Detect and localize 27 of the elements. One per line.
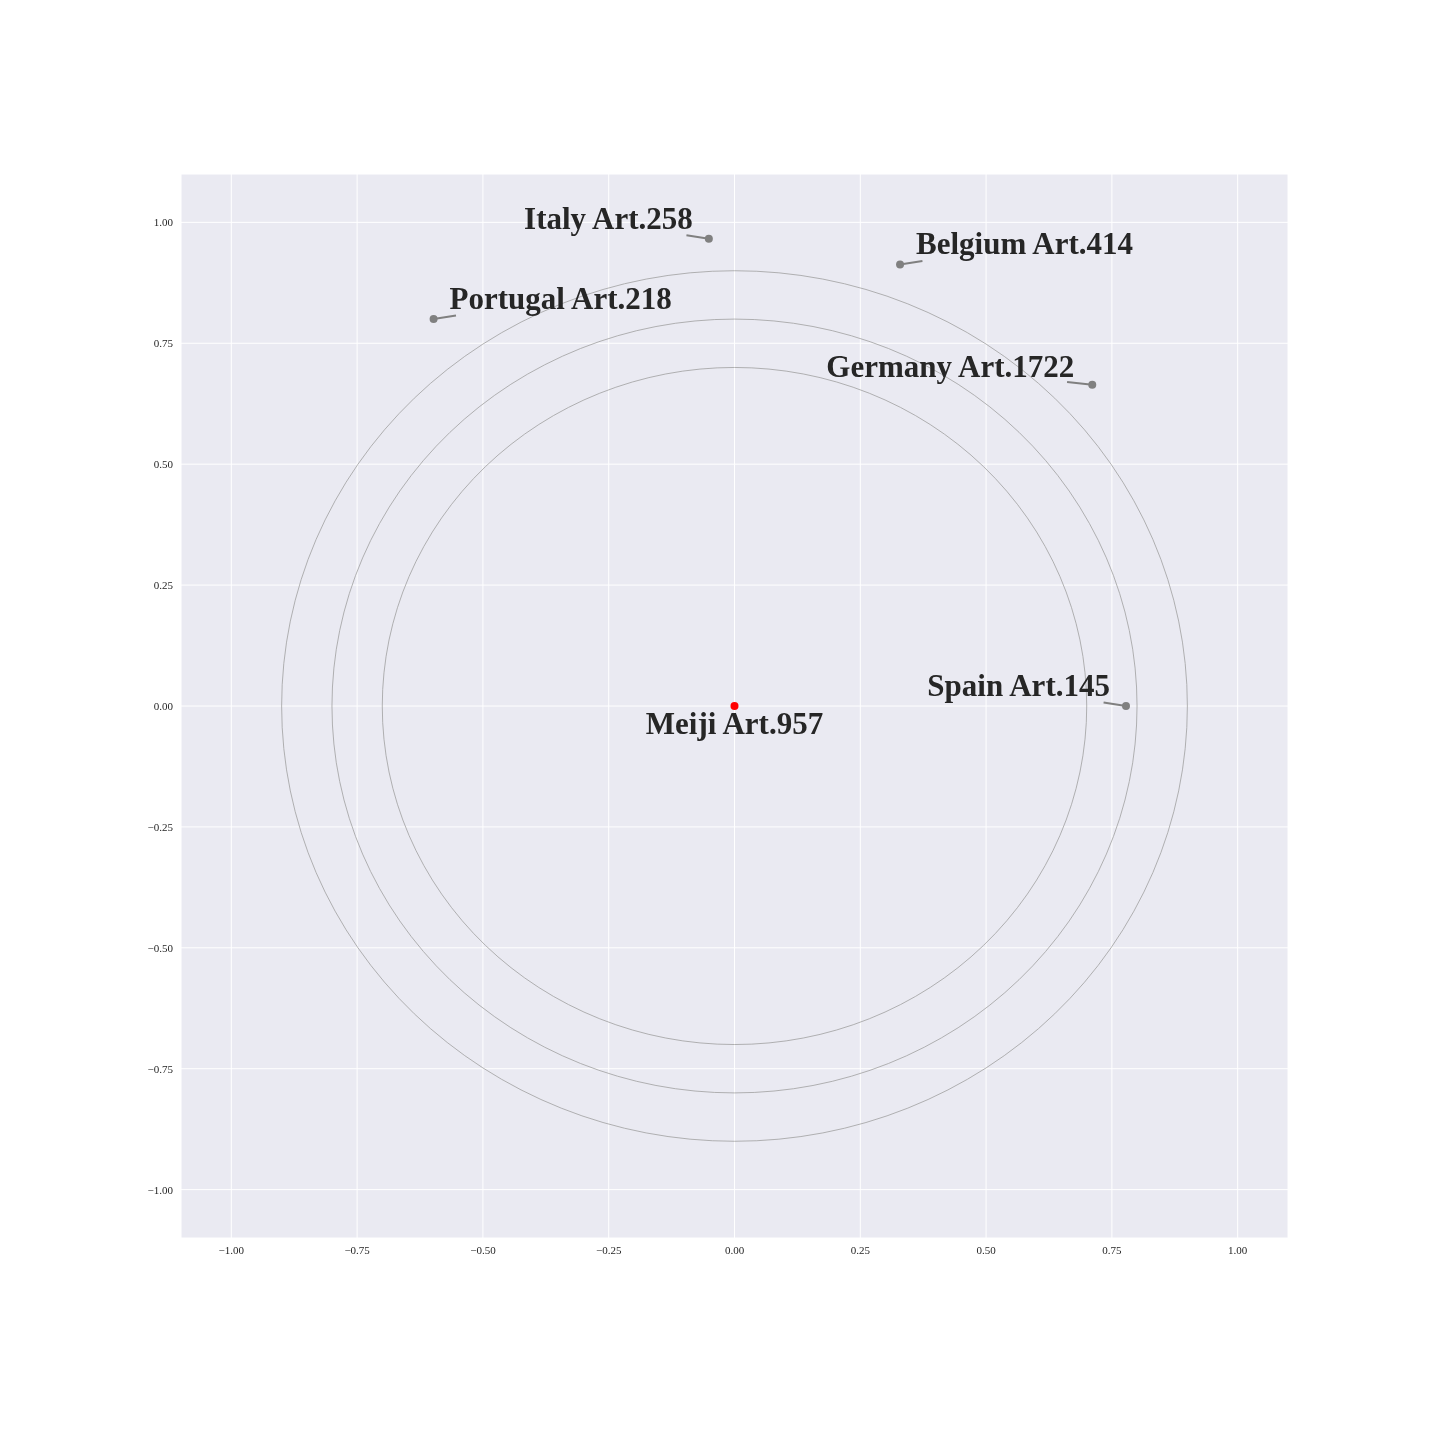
x-tick-label: 0.50 [976,1243,997,1256]
y-tick-label: −0.75 [147,1062,174,1075]
annotation: Spain Art.145 [927,668,1110,703]
annotation: Portugal Art.218 [449,281,672,317]
x-tick-label: 1.00 [1228,1243,1248,1256]
y-tick-label: −0.50 [147,941,174,954]
annotation: Meiji Art.957 [645,706,824,741]
y-tick-label: −1.00 [147,1183,174,1196]
x-tick-label: 0.25 [850,1243,871,1256]
y-tick-label: −0.25 [147,820,174,833]
x-tick-label: −0.50 [470,1243,497,1256]
x-tick-label: −0.75 [344,1243,371,1256]
y-tick-label: 0.25 [153,579,174,591]
point [704,234,713,243]
annotation: Germany Art.1722 [826,348,1075,384]
x-tick-label: 0.75 [1102,1243,1123,1256]
y-tick-label: 0.75 [153,337,174,350]
y-tick-label: 0.50 [153,458,174,471]
x-tick-label: 0.00 [724,1243,745,1256]
x-tick-label: −0.25 [595,1243,622,1256]
point [1088,380,1097,389]
point [429,315,438,324]
x-tick-label: −1.00 [218,1243,245,1256]
y-tick-label: 0.00 [153,699,174,712]
annotation: Belgium Art.414 [916,226,1134,262]
y-tick-label: 1.00 [153,216,174,229]
annotation: Italy Art.258 [524,200,693,236]
